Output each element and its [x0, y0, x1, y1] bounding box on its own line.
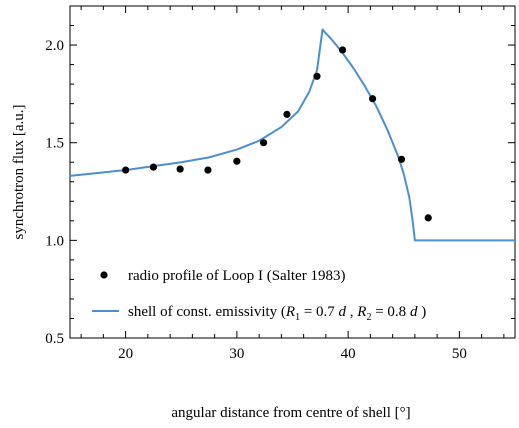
legend-line-prefix: shell of const. emissivity (: [128, 304, 286, 320]
y-tick-label: 2.0: [45, 38, 64, 54]
legend: radio profile of Loop I (Salter 1983) sh…: [92, 268, 426, 323]
y-tick-label: 1.5: [45, 136, 64, 152]
y-axis-title: synchrotron flux [a.u.]: [11, 105, 27, 240]
legend-r1-sub: 1: [295, 312, 300, 323]
radio-profile-point: [338, 46, 347, 54]
x-tick-label: 50: [452, 346, 467, 362]
legend-r2-sub: 2: [366, 312, 371, 323]
radio-profile-point: [424, 214, 432, 222]
radio-profile-point: [122, 166, 130, 174]
legend-r1-symbol: R: [285, 304, 295, 320]
tick-labels-group: 20 30 40 50 0.5 1.0 1.5 2.0: [45, 38, 467, 362]
legend-scatter-marker: [100, 271, 108, 279]
radio-profile-point: [369, 95, 377, 103]
radio-profile-point: [149, 163, 158, 171]
legend-scatter-label: radio profile of Loop I (Salter 1983): [128, 268, 345, 284]
y-tick-label: 1.0: [45, 233, 64, 249]
emissivity-shell-line: [69, 28, 515, 242]
legend-r2-symbol: R: [356, 304, 366, 320]
y-tick-label: 0.5: [45, 331, 64, 347]
radio-profile-point: [259, 139, 268, 147]
legend-d1: d: [339, 304, 347, 320]
series-points-group: [122, 46, 432, 222]
x-axis-title: angular distance from centre of shell [°…: [171, 405, 410, 421]
plot-frame: [69, 5, 516, 339]
legend-d2: d: [410, 304, 418, 320]
series-line-group: [69, 28, 515, 242]
x-tick-label: 30: [229, 346, 244, 362]
legend-r1-value: = 0.7: [300, 304, 338, 320]
legend-line-suffix: ): [417, 304, 426, 320]
radio-profile-point: [283, 110, 291, 118]
x-tick-label: 20: [118, 346, 133, 362]
legend-sep: ,: [346, 304, 357, 320]
legend-r2-value: = 0.8: [371, 304, 409, 320]
ticks-group: [70, 5, 515, 339]
radio-profile-point: [397, 155, 406, 163]
radio-profile-point: [233, 157, 241, 165]
legend-line-label: shell of const. emissivity (R1 = 0.7 d ,…: [128, 304, 426, 323]
radio-profile-point: [204, 166, 212, 174]
radio-profile-point: [313, 72, 321, 80]
x-tick-label: 40: [341, 346, 356, 362]
radio-profile-point: [176, 165, 184, 173]
